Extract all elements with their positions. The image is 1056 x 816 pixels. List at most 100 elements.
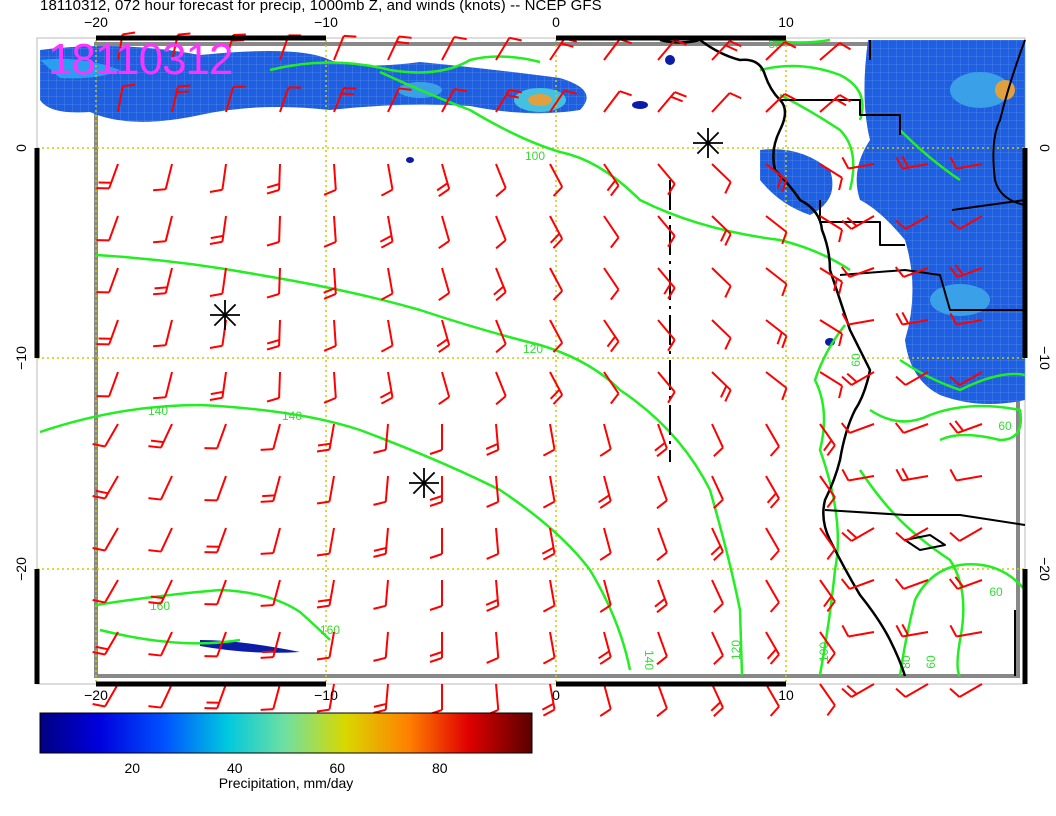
wind-barb <box>153 215 173 244</box>
wind-barb <box>542 579 556 613</box>
wind-barb <box>599 423 612 457</box>
wind-barb <box>765 215 788 245</box>
wind-barb <box>171 84 191 113</box>
wind-barb <box>895 371 929 386</box>
colorbar-tick-label: 80 <box>431 760 448 776</box>
colorbar-tick-label: 40 <box>226 760 243 776</box>
wind-barb <box>841 468 875 482</box>
wind-barb <box>495 88 522 113</box>
wind-barb <box>949 468 983 482</box>
wind-barb <box>819 94 852 113</box>
wind-barb <box>148 423 173 449</box>
wind-barb <box>260 423 281 451</box>
wind-barb <box>603 267 620 301</box>
wind-barb <box>711 40 742 61</box>
wind-barb <box>895 527 929 542</box>
wind-barb <box>819 215 844 243</box>
wind-barb <box>657 371 676 404</box>
wind-barb <box>96 215 119 242</box>
wind-barb <box>333 86 357 113</box>
asterisk-marker <box>409 468 439 498</box>
wind-barb <box>266 319 281 351</box>
wind-barb <box>948 264 983 278</box>
wind-barb <box>495 319 507 354</box>
wind-barb <box>92 683 119 708</box>
wind-barb <box>436 319 451 353</box>
wind-barb <box>654 423 668 458</box>
wind-barb <box>438 371 451 405</box>
wind-barb <box>260 579 281 607</box>
wind-barb <box>819 371 844 399</box>
wind-barb <box>486 475 500 508</box>
wind-barb <box>96 163 119 190</box>
wind-barb <box>225 85 246 113</box>
wind-barb <box>495 371 507 406</box>
wind-barb <box>765 631 780 665</box>
wind-barb <box>153 267 173 296</box>
asterisk-marker <box>693 128 723 158</box>
wind-barb <box>765 163 788 193</box>
wind-barb <box>92 475 119 500</box>
wind-barb <box>711 579 724 613</box>
wind-barb <box>894 422 929 434</box>
wind-barb <box>895 467 929 482</box>
wind-barbs <box>92 31 983 718</box>
wind-barb <box>819 423 836 457</box>
wind-barb <box>819 475 836 509</box>
wind-barb <box>429 632 443 663</box>
wind-barb <box>819 319 844 347</box>
wind-barb <box>949 371 983 386</box>
lat-tick-label-left: −20 <box>13 557 29 581</box>
wind-barb <box>373 475 389 506</box>
height-contours <box>39 38 1026 677</box>
graticule <box>37 40 1025 684</box>
contour-label: 140 <box>282 409 302 423</box>
wind-barb <box>373 579 389 610</box>
wind-barb <box>765 41 797 61</box>
wind-barb <box>148 527 173 553</box>
contour-label: 140 <box>148 404 168 418</box>
page-title: 18110312, 072 hour forecast for precip, … <box>40 0 602 14</box>
wind-barb <box>379 215 394 249</box>
wind-barb <box>765 579 780 613</box>
wind-barb <box>549 319 564 353</box>
wind-barb <box>819 42 852 61</box>
wind-barb <box>841 683 875 698</box>
wind-barb <box>333 34 357 61</box>
wind-barb <box>656 475 668 510</box>
wind-barb <box>840 578 875 590</box>
wind-barb <box>429 476 443 507</box>
wind-barb <box>819 527 836 561</box>
wind-barb <box>765 319 788 349</box>
lon-tick-label-bottom: 0 <box>552 687 560 703</box>
wind-barb <box>153 371 173 400</box>
wind-barb <box>379 371 394 405</box>
lat-tick-label-right: −10 <box>1037 346 1053 370</box>
lon-tick-label-top: 0 <box>552 14 560 30</box>
wind-barb <box>316 631 335 661</box>
wind-barb <box>656 683 668 718</box>
contour-label: 60 <box>849 353 863 367</box>
wind-barb <box>549 267 564 301</box>
wind-barb <box>657 267 676 300</box>
wind-barb <box>266 371 281 403</box>
wind-barb <box>711 267 732 298</box>
wind-barb <box>429 580 443 611</box>
lon-tick-label-bottom: −10 <box>314 687 338 703</box>
wind-barb <box>148 475 173 501</box>
wind-barb <box>542 423 556 457</box>
wind-barb <box>542 475 556 509</box>
wind-barb <box>316 683 335 713</box>
wind-barb <box>949 624 983 638</box>
wind-barb <box>895 311 929 326</box>
wind-barb <box>316 579 335 609</box>
wind-barb <box>654 579 668 614</box>
wind-barb <box>260 475 281 503</box>
lon-tick-label-bottom: −20 <box>84 687 108 703</box>
pressure-markers <box>210 128 723 498</box>
wind-barb <box>711 371 732 402</box>
wind-barb <box>549 371 564 405</box>
lon-tick-label-bottom: 10 <box>778 687 794 703</box>
wind-barb <box>204 579 227 606</box>
wind-barb <box>209 163 227 194</box>
